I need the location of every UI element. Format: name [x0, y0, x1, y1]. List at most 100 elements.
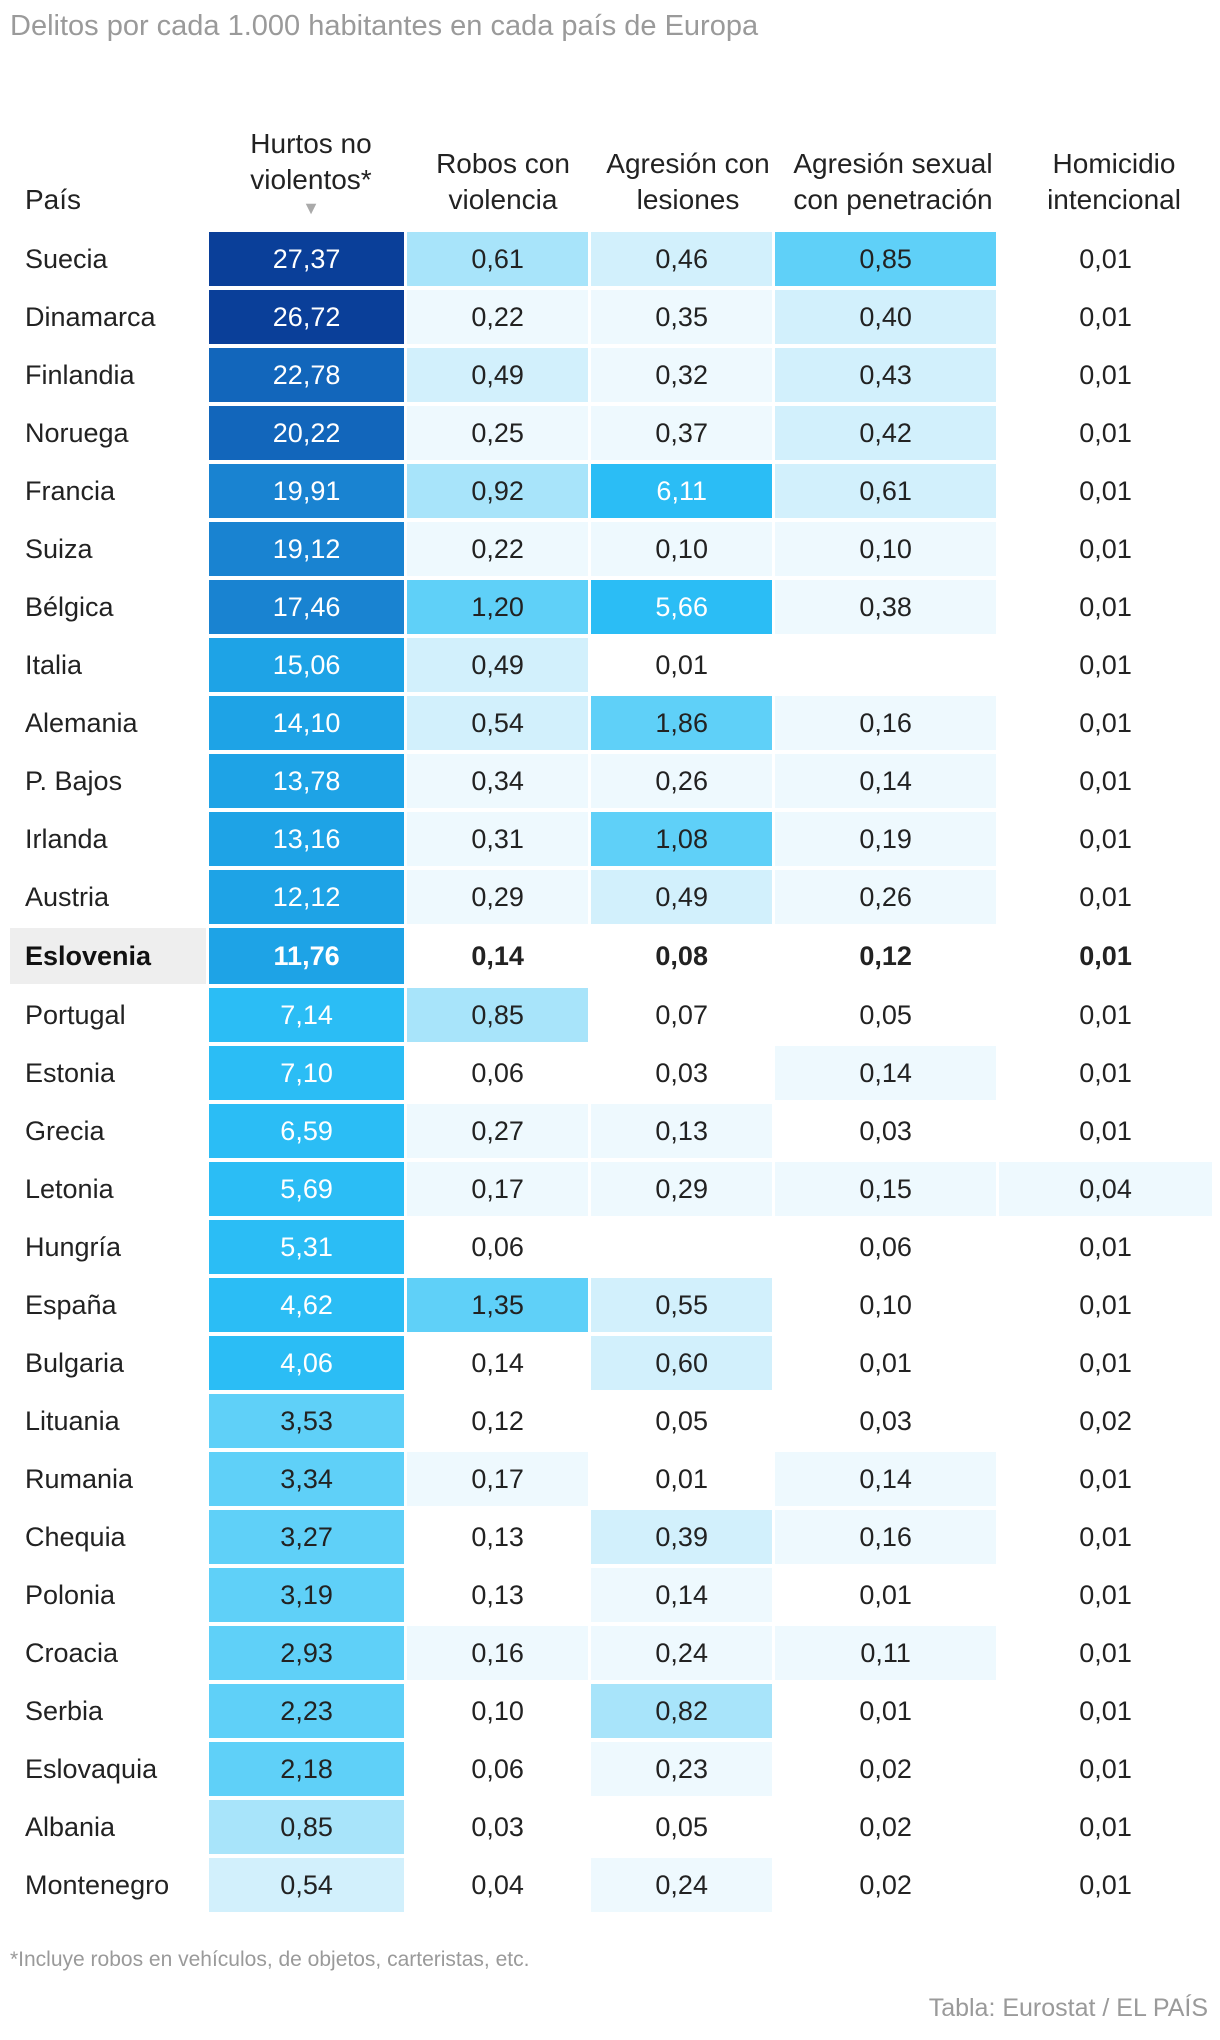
homicidio-cell: 0,01: [999, 1742, 1213, 1796]
sexual-cell: 0,01: [775, 1336, 997, 1390]
table-row: Suiza 19,12 0,22 0,10 0,10 0,01: [10, 520, 1213, 578]
table-row: España 4,62 1,35 0,55 0,10 0,01: [10, 1276, 1213, 1334]
sexual-cell: 0,38: [775, 580, 997, 634]
hurtos-cell: 13,16: [209, 812, 405, 866]
sexual-cell: 0,85: [775, 232, 997, 286]
country-cell: Chequia: [25, 1521, 126, 1552]
robos-cell: 0,31: [407, 812, 589, 866]
agresion-cell: 0,14: [591, 1568, 773, 1622]
sexual-cell: 0,11: [775, 1626, 997, 1680]
hurtos-cell: 6,59: [209, 1104, 405, 1158]
hurtos-cell: 22,78: [209, 348, 405, 402]
table-row: Lituania 3,53 0,12 0,05 0,03 0,02: [10, 1392, 1213, 1450]
homicidio-cell: 0,01: [999, 1220, 1213, 1274]
homicidio-cell: 0,01: [999, 1336, 1213, 1390]
table-row: Portugal 7,14 0,85 0,07 0,05 0,01: [10, 986, 1213, 1044]
country-cell: Rumania: [25, 1463, 134, 1494]
agresion-cell: 0,07: [591, 988, 773, 1042]
agresion-cell: 0,10: [591, 522, 773, 576]
sexual-cell: 0,19: [775, 812, 997, 866]
table-row: Rumania 3,34 0,17 0,01 0,14 0,01: [10, 1450, 1213, 1508]
country-cell: Hungría: [25, 1231, 122, 1262]
country-cell: Austria: [25, 881, 110, 912]
table-row: Suecia 27,37 0,61 0,46 0,85 0,01: [10, 230, 1213, 288]
table-row: Estonia 7,10 0,06 0,03 0,14 0,01: [10, 1044, 1213, 1102]
homicidio-cell: 0,01: [999, 1046, 1213, 1100]
agresion-cell: 1,08: [591, 812, 773, 866]
hurtos-cell: 3,27: [209, 1510, 405, 1564]
robos-cell: 0,06: [407, 1220, 589, 1274]
table-row: Bélgica 17,46 1,20 5,66 0,38 0,01: [10, 578, 1213, 636]
sexual-cell: 0,40: [775, 290, 997, 344]
hurtos-cell: 11,76: [209, 928, 405, 984]
homicidio-cell: 0,01: [999, 638, 1213, 692]
country-cell: Irlanda: [25, 823, 108, 854]
robos-cell: 0,17: [407, 1452, 589, 1506]
homicidio-cell: 0,01: [999, 1104, 1213, 1158]
homicidio-cell: 0,01: [999, 406, 1213, 460]
sexual-cell: 0,06: [775, 1220, 997, 1274]
hurtos-cell: 20,22: [209, 406, 405, 460]
robos-cell: 0,49: [407, 348, 589, 402]
table-row: Albania 0,85 0,03 0,05 0,02 0,01: [10, 1798, 1213, 1856]
homicidio-cell: 0,01: [999, 754, 1213, 808]
agresion-cell: 0,82: [591, 1684, 773, 1738]
robos-cell: 0,29: [407, 870, 589, 924]
agresion-cell: 0,13: [591, 1104, 773, 1158]
robos-cell: 0,17: [407, 1162, 589, 1216]
country-cell: Eslovaquia: [25, 1753, 158, 1784]
hurtos-cell: 15,06: [209, 638, 405, 692]
country-cell: Letonia: [25, 1173, 114, 1204]
header-hurtos[interactable]: Hurtos no violentos* ▼: [213, 126, 409, 218]
agresion-cell: 0,46: [591, 232, 773, 286]
homicidio-cell: 0,01: [999, 928, 1213, 984]
sexual-cell: 0,02: [775, 1858, 997, 1912]
header-country[interactable]: País: [25, 184, 82, 215]
robos-cell: 0,27: [407, 1104, 589, 1158]
sexual-cell: 0,10: [775, 1278, 997, 1332]
header-homicidio[interactable]: Homicidio intencional: [1047, 148, 1181, 215]
header-agresion[interactable]: Agresión con lesiones: [606, 148, 770, 215]
hurtos-cell: 3,53: [209, 1394, 405, 1448]
sexual-cell: 0,16: [775, 696, 997, 750]
robos-cell: 0,13: [407, 1568, 589, 1622]
robos-cell: 0,92: [407, 464, 589, 518]
homicidio-cell: 0,04: [999, 1162, 1213, 1216]
country-cell: Suiza: [25, 533, 93, 564]
sexual-cell: 0,43: [775, 348, 997, 402]
agresion-cell: 0,05: [591, 1800, 773, 1854]
country-cell: Albania: [25, 1811, 116, 1842]
sexual-cell: 0,26: [775, 870, 997, 924]
header-sexual[interactable]: Agresión sexual con penetración: [793, 148, 993, 215]
sexual-cell: 0,16: [775, 1510, 997, 1564]
hurtos-cell: 12,12: [209, 870, 405, 924]
sexual-cell: 0,15: [775, 1162, 997, 1216]
footnote: *Incluye robos en vehículos, de objetos,…: [10, 1948, 530, 1971]
table-header: País Hurtos no violentos* ▼ Robos con vi…: [10, 100, 1212, 226]
robos-cell: 0,54: [407, 696, 589, 750]
robos-cell: 0,25: [407, 406, 589, 460]
table-row: Eslovaquia 2,18 0,06 0,23 0,02 0,01: [10, 1740, 1213, 1798]
agresion-cell: 0,35: [591, 290, 773, 344]
robos-cell: 0,10: [407, 1684, 589, 1738]
hurtos-cell: 13,78: [209, 754, 405, 808]
hurtos-cell: 5,69: [209, 1162, 405, 1216]
sexual-cell: [775, 638, 997, 692]
country-cell: Serbia: [25, 1695, 104, 1726]
country-cell: Polonia: [25, 1579, 116, 1610]
sexual-cell: 0,02: [775, 1742, 997, 1796]
robos-cell: 0,16: [407, 1626, 589, 1680]
agresion-cell: 0,37: [591, 406, 773, 460]
header-robos[interactable]: Robos con violencia: [436, 148, 570, 215]
agresion-cell: 0,55: [591, 1278, 773, 1332]
sexual-cell: 0,03: [775, 1394, 997, 1448]
sexual-cell: 0,01: [775, 1568, 997, 1622]
table-row: Alemania 14,10 0,54 1,86 0,16 0,01: [10, 694, 1213, 752]
country-cell: Croacia: [25, 1637, 119, 1668]
country-cell: Lituania: [25, 1405, 120, 1436]
homicidio-cell: 0,01: [999, 580, 1213, 634]
agresion-cell: 0,01: [591, 638, 773, 692]
hurtos-cell: 19,91: [209, 464, 405, 518]
table-row: Serbia 2,23 0,10 0,82 0,01 0,01: [10, 1682, 1213, 1740]
agresion-cell: 6,11: [591, 464, 773, 518]
